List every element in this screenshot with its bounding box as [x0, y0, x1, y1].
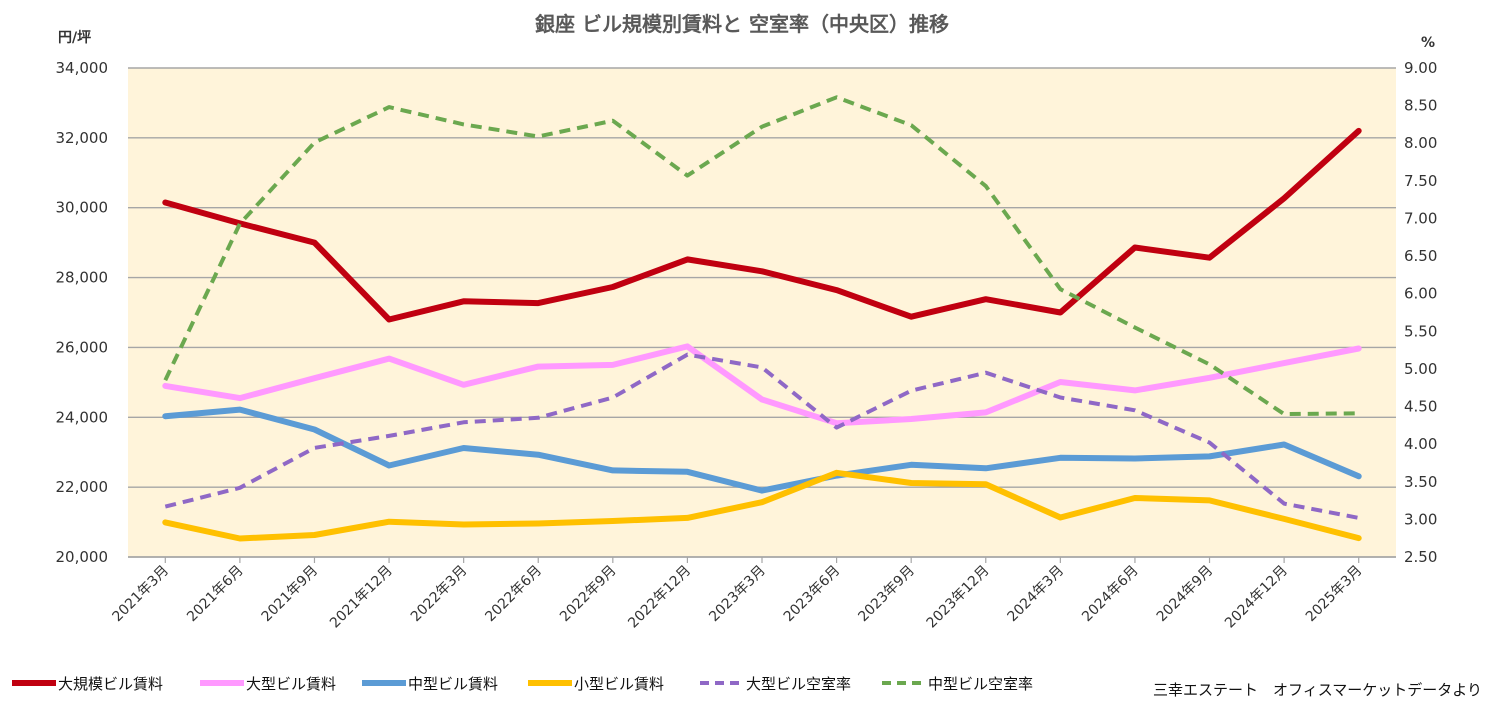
y-right-tick-label: 3.00	[1404, 510, 1437, 528]
series-lines	[162, 95, 1362, 542]
y-right-tick-label: 3.50	[1404, 473, 1437, 491]
y-left-tick-label: 26,000	[56, 338, 109, 356]
series-line-4	[162, 469, 1362, 542]
y-right-tick-label: 2.50	[1404, 548, 1437, 566]
x-tick-label: 2021年12月	[327, 563, 396, 632]
source-note: 三幸エステート オフィスマーケットデータより	[1153, 681, 1482, 699]
y-left-tick-label: 24,000	[56, 408, 109, 426]
legend: 大規模ビル賃料 大型ビル賃料 中型ビル賃料 小型ビル賃料 大型ビル空室率 中型ビル空室率	[12, 675, 1033, 693]
x-tick-label: 2021年3月	[110, 563, 173, 626]
chart-title: 銀座 ビル規模別賃料と 空室率（中央区）推移	[535, 12, 949, 36]
y-left-unit: 円/坪	[58, 30, 91, 46]
series-line-5	[164, 352, 1360, 520]
x-tick-label: 2024年6月	[1079, 563, 1142, 626]
y-right-tick-label: 5.00	[1404, 360, 1437, 378]
series-line-2	[162, 343, 1362, 427]
legend-label: 小型ビル賃料	[574, 675, 664, 693]
y-right-tick-label: 4.50	[1404, 398, 1437, 416]
plot-area	[128, 68, 1396, 557]
x-tick-label: 2023年12月	[924, 563, 993, 632]
y-left-axis: 20,000 22,000 24,000 26,000 28,000 30,000 32,0…	[56, 59, 109, 566]
y-left-tick-label: 22,000	[56, 478, 109, 496]
x-tick-label: 2023年9月	[855, 563, 918, 626]
legend-label: 大型ビル空室率	[746, 675, 851, 693]
series-line-6	[163, 95, 1359, 417]
x-tick-label: 2022年3月	[408, 563, 471, 626]
y-right-tick-label: 7.00	[1404, 209, 1437, 227]
series-line-3	[162, 406, 1362, 494]
x-tick-label: 2025年3月	[1303, 563, 1366, 626]
y-left-tick-label: 30,000	[56, 199, 109, 217]
y-right-unit: %	[1421, 35, 1435, 51]
y-right-tick-label: 5.50	[1404, 322, 1437, 340]
gridlines	[128, 67, 1396, 558]
x-tick-label: 2023年6月	[781, 563, 844, 626]
x-tick-label: 2024年9月	[1154, 563, 1217, 626]
y-right-tick-label: 6.00	[1404, 285, 1437, 303]
x-tick-label: 2024年12月	[1222, 563, 1291, 632]
x-tick-label: 2023年3月	[706, 563, 769, 626]
y-left-tick-label: 34,000	[56, 59, 109, 77]
x-tick-label: 2021年6月	[184, 563, 247, 626]
y-right-axis: 2.50 3.00 3.50 4.00 4.50 5.00 5.50 6.00 6.50 7.00…	[1404, 59, 1437, 566]
x-tick-label: 2024年3月	[1005, 563, 1068, 626]
y-left-tick-label: 32,000	[56, 129, 109, 147]
x-axis: 2021年3月 2021年6月 2021年9月 2021年12月 2022年3月 2022…	[110, 556, 1396, 632]
y-right-tick-label: 9.00	[1404, 59, 1437, 77]
y-left-tick-label: 28,000	[56, 269, 109, 287]
legend-label: 大規模ビル賃料	[58, 675, 163, 693]
y-right-tick-label: 4.00	[1404, 435, 1437, 453]
y-right-tick-label: 7.50	[1404, 172, 1437, 190]
legend-label: 大型ビル賃料	[246, 675, 336, 693]
y-right-tick-label: 6.50	[1404, 247, 1437, 265]
legend-label: 中型ビル賃料	[408, 675, 498, 693]
x-tick-label: 2022年12月	[625, 563, 694, 632]
y-right-tick-label: 8.50	[1404, 97, 1437, 115]
y-right-tick-label: 8.00	[1404, 134, 1437, 152]
y-left-tick-label: 20,000	[56, 548, 109, 566]
x-tick-label: 2022年6月	[482, 563, 545, 626]
legend-label: 中型ビル空室率	[928, 675, 1033, 693]
series-line-1	[162, 127, 1362, 323]
x-tick-label: 2021年9月	[259, 563, 322, 626]
x-tick-label: 2022年9月	[557, 563, 620, 626]
